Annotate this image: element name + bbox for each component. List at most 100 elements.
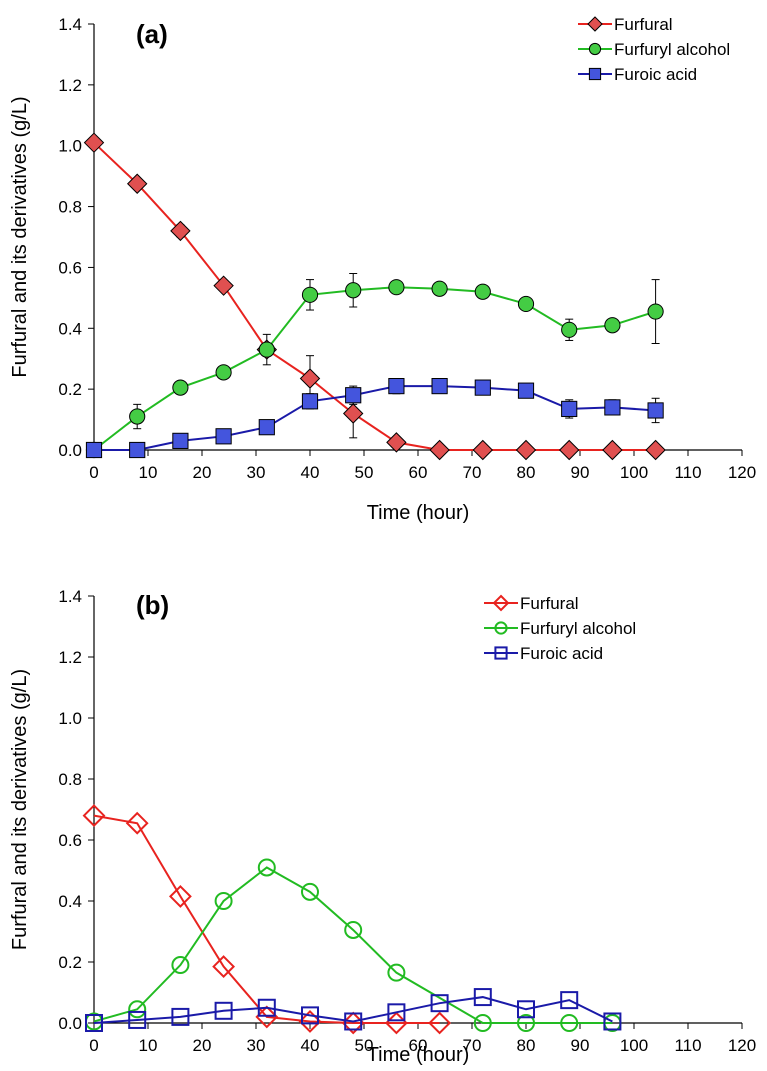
x-tick-label: 50 bbox=[355, 1036, 374, 1055]
data-point bbox=[215, 428, 232, 445]
data-point bbox=[215, 364, 232, 381]
x-tick-label: 60 bbox=[409, 463, 428, 482]
data-point bbox=[301, 286, 319, 303]
x-tick-label: 50 bbox=[355, 463, 374, 482]
x-tick-label: 90 bbox=[571, 463, 590, 482]
data-point bbox=[473, 988, 492, 1007]
series-line bbox=[93, 996, 613, 1024]
x-tick-label: 100 bbox=[620, 1036, 648, 1055]
data-point bbox=[603, 1012, 622, 1031]
data-point bbox=[429, 439, 450, 461]
legend-marker bbox=[492, 594, 510, 612]
data-point bbox=[474, 379, 491, 396]
x-tick-label: 20 bbox=[193, 463, 212, 482]
legend-label: Furfural bbox=[520, 594, 579, 613]
data-point bbox=[388, 378, 405, 395]
legend: Furfural Furfuryl alcohol Furoic acid bbox=[578, 15, 730, 84]
data-point bbox=[82, 804, 106, 828]
data-point bbox=[301, 882, 319, 901]
y-tick-label: 0.8 bbox=[58, 770, 82, 789]
legend-label: Furoic acid bbox=[614, 65, 697, 84]
data-point bbox=[301, 393, 319, 410]
series-furfural bbox=[82, 804, 452, 1035]
y-tick-label: 0.0 bbox=[58, 441, 82, 460]
y-axis-title: Furfural and its derivatives (g/L) bbox=[9, 669, 31, 950]
data-point bbox=[301, 1006, 319, 1025]
data-point bbox=[517, 382, 535, 399]
data-point bbox=[517, 1000, 535, 1019]
panel-label: (a) bbox=[136, 19, 168, 49]
x-tick-label: 80 bbox=[517, 1036, 536, 1055]
data-point bbox=[258, 341, 275, 358]
series-line bbox=[93, 866, 613, 1024]
data-point bbox=[128, 1000, 147, 1019]
data-point bbox=[342, 403, 364, 424]
x-tick-label: 10 bbox=[139, 1036, 158, 1055]
data-point bbox=[299, 368, 321, 389]
data-point bbox=[255, 1005, 279, 1029]
x-tick-label: 120 bbox=[728, 1036, 756, 1055]
data-point bbox=[647, 402, 664, 419]
data-point bbox=[561, 400, 578, 418]
data-point bbox=[474, 283, 491, 300]
series-furfuryl-alcohol bbox=[85, 273, 664, 459]
legend-label: Furoic acid bbox=[520, 644, 603, 663]
chart-panel-b: 0 10 20 30 40 50 60 70 80 90 100 110 120 0.0 0.2 0.4 0.6… bbox=[9, 587, 756, 1066]
data-point bbox=[345, 282, 362, 299]
y-tick-label: 1.2 bbox=[58, 648, 82, 667]
data-point bbox=[172, 379, 189, 396]
data-point bbox=[258, 419, 275, 436]
data-point bbox=[126, 173, 148, 194]
y-tick-label: 1.0 bbox=[58, 137, 82, 156]
data-point bbox=[83, 132, 105, 153]
y-tick-label: 0.6 bbox=[58, 258, 82, 277]
data-point bbox=[386, 432, 407, 453]
y-tick-label: 0.6 bbox=[58, 831, 82, 850]
data-point bbox=[129, 441, 146, 459]
x-axis-title: Time (hour) bbox=[367, 1044, 470, 1066]
data-point bbox=[85, 1014, 103, 1032]
data-point bbox=[387, 1003, 406, 1022]
x-tick-label: 40 bbox=[301, 463, 320, 482]
panel-label: (b) bbox=[136, 590, 169, 620]
data-point bbox=[430, 994, 449, 1013]
x-tick-label: 60 bbox=[409, 1036, 428, 1055]
x-tick-label: 70 bbox=[463, 463, 482, 482]
legend-label: Furfuryl alcohol bbox=[614, 40, 730, 59]
series-furoic-acid bbox=[85, 988, 622, 1032]
data-point bbox=[344, 1012, 363, 1031]
data-point bbox=[387, 963, 406, 982]
data-point bbox=[213, 275, 234, 296]
data-point bbox=[85, 441, 103, 459]
data-point bbox=[428, 1011, 452, 1035]
data-point bbox=[431, 378, 448, 395]
data-point bbox=[517, 295, 535, 313]
data-point bbox=[647, 303, 664, 320]
data-point bbox=[129, 408, 146, 425]
legend: Furfural Furfuryl alcohol Furoic acid bbox=[484, 594, 636, 663]
y-tick-label: 0.8 bbox=[58, 198, 82, 217]
x-tick-label: 100 bbox=[620, 463, 648, 482]
series-furoic-acid bbox=[85, 377, 664, 459]
y-tick-label: 0.2 bbox=[58, 380, 82, 399]
legend-marker bbox=[587, 16, 603, 32]
legend-marker bbox=[494, 646, 508, 660]
data-point bbox=[214, 892, 233, 910]
data-point bbox=[125, 811, 149, 835]
data-point bbox=[168, 885, 192, 908]
x-tick-label: 110 bbox=[674, 463, 701, 482]
data-point bbox=[645, 439, 666, 461]
data-point bbox=[344, 920, 363, 939]
x-tick-label: 10 bbox=[139, 463, 158, 482]
data-point bbox=[388, 279, 405, 296]
data-point bbox=[515, 439, 537, 461]
x-tick-label: 0 bbox=[89, 463, 98, 482]
data-point bbox=[170, 220, 191, 242]
series-furfural bbox=[83, 132, 666, 461]
x-tick-label: 120 bbox=[728, 463, 756, 482]
y-tick-label: 1.0 bbox=[58, 709, 82, 728]
data-point bbox=[345, 387, 362, 404]
y-tick-label: 1.4 bbox=[58, 587, 82, 606]
x-axis-title: Time (hour) bbox=[367, 502, 470, 524]
data-point bbox=[171, 1007, 190, 1026]
